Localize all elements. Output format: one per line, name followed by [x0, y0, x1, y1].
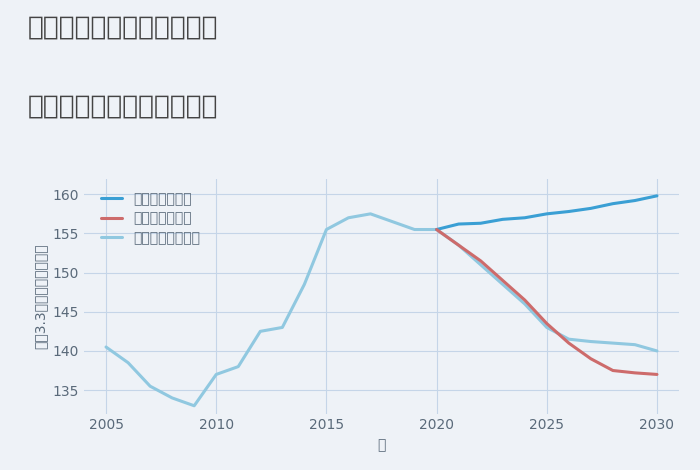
バッドシナリオ — [521, 297, 529, 303]
グッドシナリオ — [565, 209, 573, 214]
バッドシナリオ — [454, 243, 463, 248]
ノーマルシナリオ — [631, 342, 639, 347]
グッドシナリオ — [609, 201, 617, 206]
ノーマルシナリオ — [498, 282, 507, 287]
バッドシナリオ — [587, 356, 595, 361]
Line: バッドシナリオ: バッドシナリオ — [437, 229, 657, 375]
グッドシナリオ — [653, 193, 662, 199]
ノーマルシナリオ — [587, 339, 595, 345]
ノーマルシナリオ — [653, 348, 662, 354]
ノーマルシナリオ — [124, 360, 132, 366]
バッドシナリオ — [631, 370, 639, 376]
ノーマルシナリオ — [366, 211, 375, 217]
ノーマルシナリオ — [212, 372, 220, 377]
ノーマルシナリオ — [454, 243, 463, 248]
グッドシナリオ — [631, 198, 639, 204]
ノーマルシナリオ — [389, 219, 397, 225]
バッドシナリオ — [653, 372, 662, 377]
ノーマルシナリオ — [609, 340, 617, 346]
ノーマルシナリオ — [542, 325, 551, 330]
Text: 中古マンションの価格推移: 中古マンションの価格推移 — [28, 94, 218, 120]
ノーマルシナリオ — [565, 337, 573, 342]
ノーマルシナリオ — [410, 227, 419, 232]
バッドシナリオ — [609, 368, 617, 373]
ノーマルシナリオ — [278, 325, 286, 330]
ノーマルシナリオ — [256, 329, 265, 334]
グッドシナリオ — [433, 227, 441, 232]
バッドシナリオ — [477, 258, 485, 264]
バッドシナリオ — [498, 278, 507, 283]
バッドシナリオ — [433, 227, 441, 232]
ノーマルシナリオ — [433, 227, 441, 232]
ノーマルシナリオ — [344, 215, 353, 220]
ノーマルシナリオ — [521, 301, 529, 307]
バッドシナリオ — [542, 321, 551, 326]
ノーマルシナリオ — [300, 282, 309, 287]
ノーマルシナリオ — [234, 364, 242, 369]
ノーマルシナリオ — [102, 344, 110, 350]
グッドシナリオ — [477, 220, 485, 226]
グッドシナリオ — [521, 215, 529, 220]
Y-axis label: 坪（3.3㎡）単価（万円）: 坪（3.3㎡）単価（万円） — [33, 243, 47, 349]
Legend: グッドシナリオ, バッドシナリオ, ノーマルシナリオ: グッドシナリオ, バッドシナリオ, ノーマルシナリオ — [97, 188, 204, 250]
グッドシナリオ — [542, 211, 551, 217]
Text: 兵庫県西宮市津門綾羽町の: 兵庫県西宮市津門綾羽町の — [28, 14, 218, 40]
ノーマルシナリオ — [477, 262, 485, 267]
バッドシナリオ — [565, 340, 573, 346]
ノーマルシナリオ — [190, 403, 198, 408]
グッドシナリオ — [498, 217, 507, 222]
Line: グッドシナリオ: グッドシナリオ — [437, 196, 657, 229]
グッドシナリオ — [454, 221, 463, 227]
X-axis label: 年: 年 — [377, 438, 386, 452]
Line: ノーマルシナリオ: ノーマルシナリオ — [106, 214, 657, 406]
ノーマルシナリオ — [146, 384, 154, 389]
ノーマルシナリオ — [322, 227, 330, 232]
ノーマルシナリオ — [168, 395, 176, 401]
グッドシナリオ — [587, 205, 595, 211]
